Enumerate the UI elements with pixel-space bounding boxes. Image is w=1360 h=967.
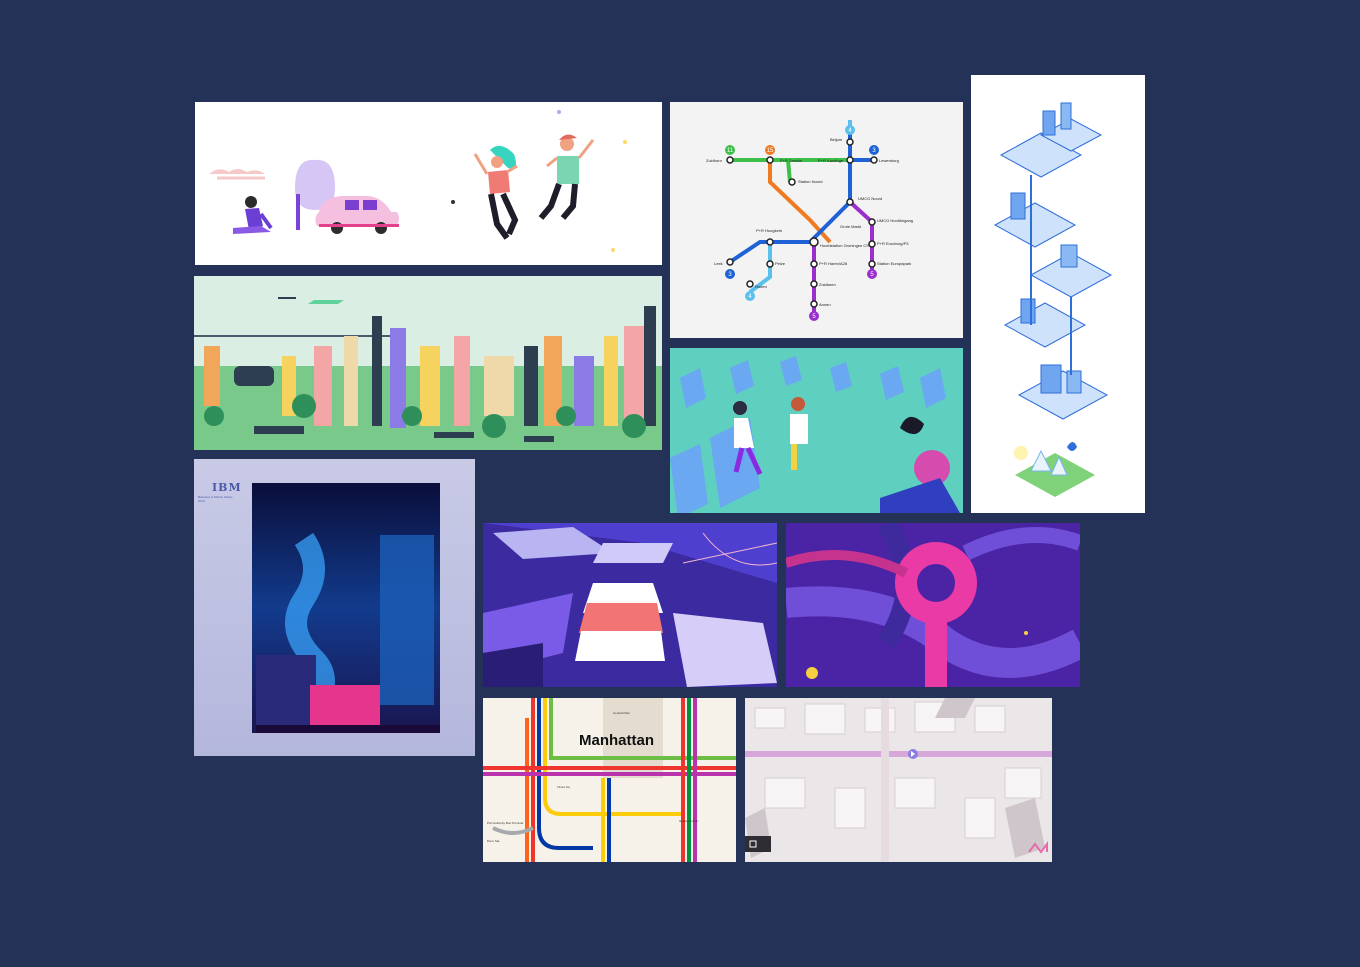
- station-noord: Station Noord: [798, 179, 822, 184]
- station-zernike: P+R Zernike: [780, 158, 803, 163]
- pink-loop-illustration[interactable]: [786, 523, 1080, 687]
- line-15-badge: 15: [767, 148, 774, 154]
- train-cabin-art: [670, 348, 963, 513]
- station-leek: Leek: [714, 261, 723, 266]
- line-3-badge: 3: [872, 148, 876, 154]
- station-haren: P+R Haren/A28: [819, 261, 848, 266]
- station-kardinge: P+R Kardinge: [818, 158, 844, 163]
- label-port-authority: Port Authority Bus Terminal: [487, 821, 523, 825]
- station-europapark: Station Europapark: [877, 261, 911, 266]
- ibm-poster-art: [252, 483, 440, 733]
- metro-map-art: 11 15 4 3 3 4 5 5 Beijum Zuidhorn P+R Ze…: [706, 120, 913, 321]
- line-4-bottom-badge: 4: [748, 294, 752, 300]
- label-central-park: Central Park: [613, 711, 630, 715]
- subway-map-illustration[interactable]: Manhattan Central Park Port Authority Bu…: [483, 698, 736, 862]
- label-penn: Penn Sta: [487, 839, 500, 843]
- station-zuidhorn: Zuidhorn: [706, 158, 722, 163]
- purple-road-illustration[interactable]: [483, 523, 777, 687]
- label-times-sq: Times Sq: [557, 785, 570, 789]
- station-umcg-noord: UMCG Noord: [858, 196, 882, 201]
- station-peize: Peize: [775, 261, 786, 266]
- metro-map-illustration[interactable]: 11 15 4 3 3 4 5 5 Beijum Zuidhorn P+R Ze…: [670, 102, 963, 338]
- subway-map-art: Manhattan Central Park Port Authority Bu…: [483, 698, 736, 862]
- line-5-right-badge: 5: [870, 272, 874, 278]
- line-5-bottom-badge: 5: [812, 314, 816, 320]
- pale-map-art: [745, 698, 1052, 862]
- line-11-badge: 11: [727, 148, 734, 154]
- ibm-poster-illustration[interactable]: IBM Business in Motion Series 2014: [194, 459, 475, 756]
- station-hoofdstation: Hoofdstation Groningen CS: [820, 243, 869, 248]
- train-cabin-illustration[interactable]: [670, 348, 963, 513]
- city-skyline-art: [194, 276, 662, 450]
- ibm-logo: IBM: [212, 481, 242, 494]
- purple-road-art: [483, 523, 777, 687]
- people-car-illustration[interactable]: [195, 102, 662, 265]
- station-zuidlaren: Zuidlaren: [819, 282, 836, 287]
- pale-map-illustration[interactable]: [745, 698, 1052, 862]
- subway-map-title: Manhattan: [579, 732, 654, 749]
- isometric-city-illustration[interactable]: [971, 75, 1145, 513]
- station-umcg-hoofdingang: UMCG Hoofdingang: [877, 218, 913, 223]
- station-beijum: Beijum: [830, 137, 843, 142]
- isometric-city-art: [993, 102, 1113, 497]
- station-grote-markt: Grote Markt: [840, 224, 862, 229]
- line-3-left-badge: 3: [728, 272, 732, 278]
- ibm-caption: Business in Motion Series 2014: [198, 495, 233, 503]
- city-skyline-illustration[interactable]: [194, 276, 662, 450]
- people-car-art: [209, 110, 627, 252]
- station-euroborg: P+R Euroborg/P3: [877, 241, 909, 246]
- station-hoogkerk: P+R Hoogkerk: [756, 228, 782, 233]
- station-lewenborg: Lewenborg: [879, 158, 899, 163]
- pink-loop-art: [786, 523, 1080, 687]
- label-grand-central: Grand Central: [679, 819, 698, 823]
- station-annen: Annen: [819, 302, 831, 307]
- station-roden: Roden: [755, 284, 767, 289]
- line-4-top-badge: 4: [848, 128, 852, 134]
